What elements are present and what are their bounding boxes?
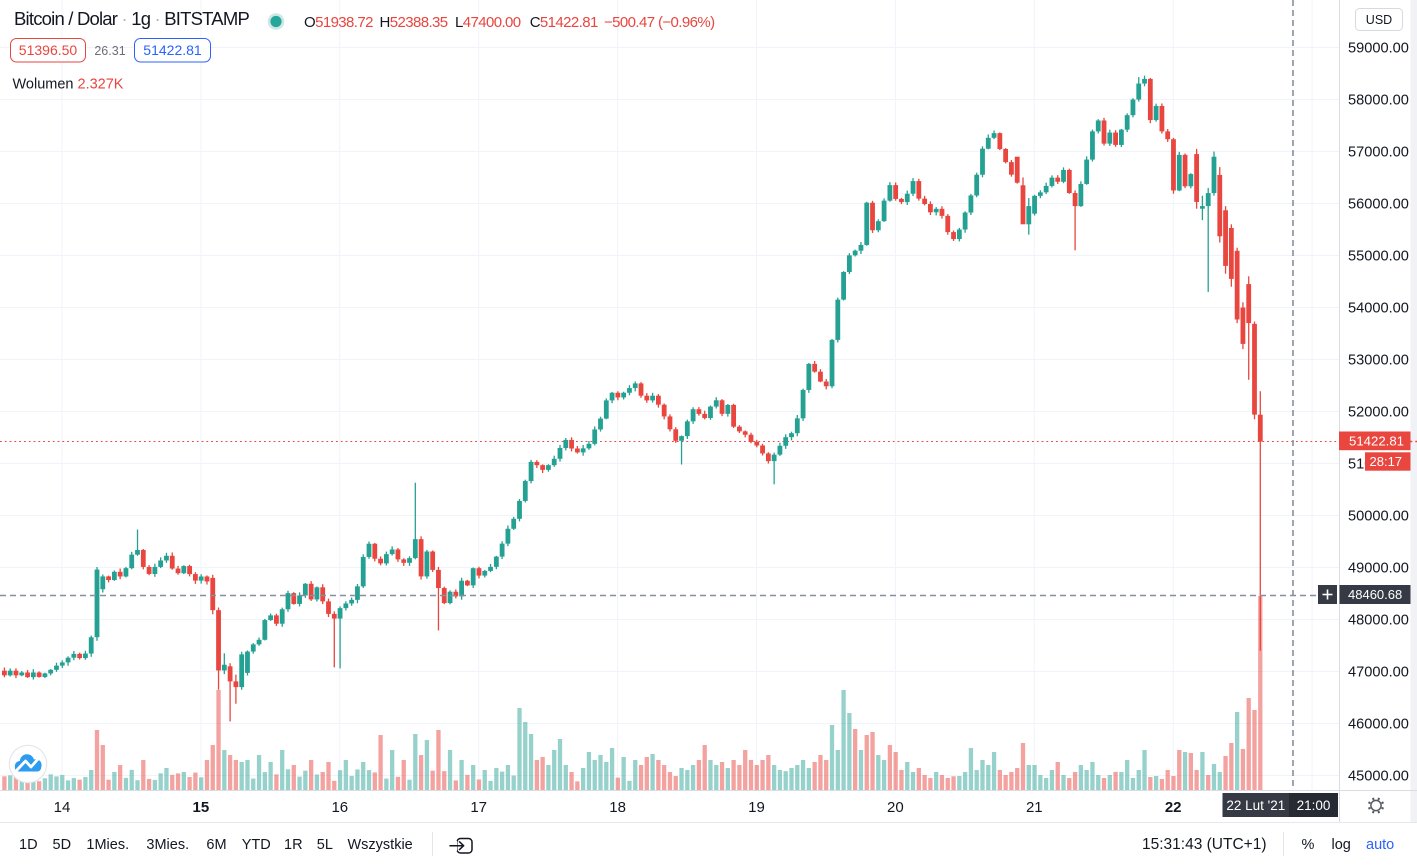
svg-text:46000.00: 46000.00	[1348, 717, 1409, 733]
svg-text:C51422.81: C51422.81	[530, 14, 598, 31]
svg-text:Wolumen 2.327K: Wolumen 2.327K	[13, 77, 124, 93]
svg-text:48460.68: 48460.68	[1348, 587, 1402, 602]
svg-text:H52388.35: H52388.35	[380, 14, 448, 31]
svg-text:49000.00: 49000.00	[1348, 561, 1409, 577]
svg-text:log: log	[1332, 837, 1351, 853]
svg-text:48000.00: 48000.00	[1348, 613, 1409, 629]
svg-text:18: 18	[609, 799, 626, 816]
svg-text:59000.00: 59000.00	[1348, 41, 1409, 57]
svg-text:YTD: YTD	[242, 837, 271, 853]
svg-text:51396.50: 51396.50	[19, 42, 78, 58]
svg-text:51422.81: 51422.81	[1349, 434, 1404, 449]
svg-text:1D: 1D	[19, 837, 38, 853]
svg-text:22: 22	[1165, 799, 1182, 816]
svg-text:21:00: 21:00	[1297, 798, 1331, 813]
svg-text:5D: 5D	[53, 837, 72, 853]
svg-text:21: 21	[1026, 799, 1043, 816]
svg-text:17: 17	[470, 799, 487, 816]
svg-text:1R: 1R	[284, 837, 303, 853]
svg-text:L47400.00: L47400.00	[455, 14, 521, 31]
svg-text:56000.00: 56000.00	[1348, 197, 1409, 213]
svg-text:14: 14	[54, 799, 71, 816]
svg-text:15: 15	[193, 799, 210, 816]
svg-text:19: 19	[748, 799, 765, 816]
svg-text:51422.81: 51422.81	[143, 42, 202, 58]
svg-text:USD: USD	[1366, 13, 1392, 27]
svg-text:%: %	[1302, 837, 1315, 853]
svg-text:55000.00: 55000.00	[1348, 249, 1409, 265]
svg-text:22 Lut '21: 22 Lut '21	[1226, 798, 1285, 813]
svg-text:1Mies.: 1Mies.	[86, 837, 129, 853]
svg-text:26.31: 26.31	[94, 44, 125, 58]
svg-text:45000.00: 45000.00	[1348, 769, 1409, 785]
svg-text:O51938.72: O51938.72	[304, 14, 373, 31]
svg-text:50000.00: 50000.00	[1348, 509, 1409, 525]
svg-text:53000.00: 53000.00	[1348, 353, 1409, 369]
svg-text:16: 16	[331, 799, 348, 816]
svg-text:Wszystkie: Wszystkie	[348, 837, 413, 853]
svg-text:auto: auto	[1366, 837, 1394, 853]
svg-text:47000.00: 47000.00	[1348, 665, 1409, 681]
svg-text:−500.47 (−0.96%): −500.47 (−0.96%)	[604, 14, 715, 31]
svg-text:6M: 6M	[206, 837, 226, 853]
svg-text:52000.00: 52000.00	[1348, 405, 1409, 421]
svg-text:3Mies.: 3Mies.	[146, 837, 189, 853]
svg-text:57000.00: 57000.00	[1348, 145, 1409, 161]
svg-text:5L: 5L	[317, 837, 333, 853]
svg-text:20: 20	[887, 799, 904, 816]
svg-text:54000.00: 54000.00	[1348, 301, 1409, 317]
svg-text:58000.00: 58000.00	[1348, 93, 1409, 109]
svg-text:Bitcoin / Dolar · 1g · BITSTAM: Bitcoin / Dolar · 1g · BITSTAMP	[14, 8, 249, 29]
svg-text:15:31:43 (UTC+1): 15:31:43 (UTC+1)	[1142, 836, 1267, 853]
svg-text:28:17: 28:17	[1370, 454, 1403, 469]
